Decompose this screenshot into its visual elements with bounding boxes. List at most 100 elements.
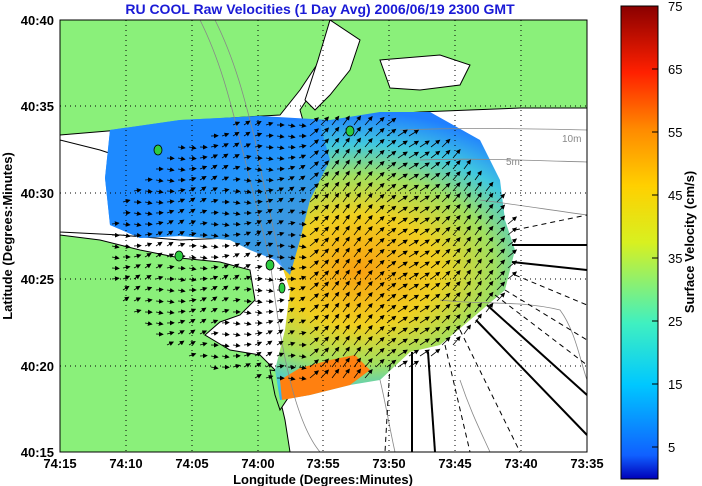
- velocity-arrow: [386, 216, 397, 225]
- velocity-arrow: [287, 364, 296, 370]
- velocity-arrow: [342, 247, 350, 258]
- velocity-arrow: [177, 330, 185, 335]
- velocity-arrow: [122, 285, 130, 291]
- velocity-arrow: [397, 151, 408, 159]
- velocity-arrow: [243, 342, 252, 348]
- velocity-arrow: [397, 217, 408, 225]
- velocity-arrow: [320, 292, 330, 302]
- velocity-arrow: [331, 324, 340, 335]
- velocity-arrow: [287, 266, 296, 271]
- velocity-arrow: [243, 120, 251, 126]
- velocity-arrow: [430, 172, 441, 181]
- velocity-arrow: [133, 274, 141, 280]
- velocity-arrow: [408, 173, 420, 181]
- velocity-arrow: [441, 259, 451, 269]
- colorbar-tick-label: 65: [668, 62, 682, 77]
- velocity-arrow: [441, 270, 451, 280]
- velocity-arrow: [496, 215, 506, 225]
- velocity-arrow: [364, 368, 373, 379]
- velocity-arrow: [331, 368, 340, 379]
- velocity-arrow: [430, 315, 441, 324]
- velocity-arrow: [265, 298, 274, 304]
- velocity-arrow: [485, 192, 494, 203]
- velocity-arrow: [452, 302, 461, 313]
- velocity-arrow: [166, 199, 175, 205]
- velocity-arrow: [441, 138, 451, 148]
- velocity-arrow: [386, 348, 397, 357]
- velocity-arrow: [188, 341, 196, 346]
- velocity-arrow: [265, 144, 274, 150]
- velocity-arrow: [397, 283, 408, 291]
- velocity-arrow: [287, 176, 295, 181]
- velocity-arrow: [408, 162, 420, 170]
- velocity-arrow: [397, 250, 408, 258]
- velocity-arrow: [364, 346, 373, 357]
- velocity-arrow: [199, 318, 207, 324]
- velocity-arrow: [232, 165, 241, 171]
- velocity-arrow: [485, 225, 494, 236]
- colorbar-tick-label: 45: [668, 188, 682, 203]
- velocity-arrow: [199, 255, 208, 260]
- velocity-arrow: [386, 249, 397, 258]
- velocity-arrow: [463, 280, 471, 291]
- x-axis-label: Longitude (Degrees:Minutes): [233, 472, 413, 486]
- velocity-arrow: [342, 324, 350, 335]
- velocity-arrow: [221, 320, 230, 326]
- velocity-arrow: [397, 360, 408, 368]
- velocity-arrow: [375, 149, 385, 159]
- velocity-arrow: [210, 296, 218, 302]
- velocity-arrow: [210, 154, 219, 159]
- x-tick-label: 73:40: [504, 456, 537, 471]
- velocity-arrow: [232, 343, 241, 348]
- velocity-arrow: [485, 236, 494, 247]
- velocity-arrow: [188, 187, 196, 192]
- velocity-arrow: [221, 211, 230, 216]
- velocity-arrow: [276, 340, 284, 346]
- velocity-arrow: [496, 292, 506, 302]
- velocity-arrow: [364, 302, 373, 313]
- velocity-arrow: [386, 227, 397, 236]
- station-marker: [345, 125, 355, 137]
- velocity-arrow: [254, 351, 262, 357]
- velocity-arrow: [254, 331, 263, 336]
- velocity-arrow: [452, 203, 461, 214]
- velocity-arrow: [254, 374, 262, 379]
- velocity-arrow: [353, 126, 362, 137]
- velocity-arrow: [155, 264, 163, 269]
- velocity-arrow: [221, 143, 229, 148]
- velocity-arrow: [408, 349, 420, 357]
- velocity-arrow: [397, 239, 408, 247]
- velocity-arrow: [144, 242, 153, 248]
- velocity-arrow: [408, 195, 420, 203]
- velocity-arrow: [430, 216, 441, 225]
- velocity-arrow: [199, 330, 208, 335]
- velocity-arrow: [133, 243, 142, 249]
- velocity-arrow: [364, 291, 373, 302]
- velocity-arrow: [155, 231, 164, 236]
- velocity-arrow: [419, 184, 430, 192]
- velocity-arrow: [452, 170, 461, 181]
- velocity-arrow: [232, 363, 241, 369]
- velocity-arrow: [276, 176, 285, 182]
- velocity-arrow: [155, 178, 164, 183]
- velocity-arrow: [463, 214, 471, 225]
- velocity-arrow: [309, 282, 320, 291]
- velocity-arrow: [287, 144, 296, 150]
- velocity-arrow: [386, 260, 397, 269]
- velocity-arrow: [309, 315, 320, 324]
- velocity-arrow: [364, 313, 373, 324]
- velocity-arrow: [188, 220, 197, 225]
- velocity-arrow: [342, 115, 350, 126]
- velocity-arrow: [430, 238, 441, 247]
- velocity-arrow: [122, 222, 131, 227]
- velocity-arrow: [397, 294, 408, 302]
- velocity-arrow: [430, 194, 441, 203]
- velocity-arrow: [386, 150, 397, 159]
- velocity-arrow: [375, 215, 385, 225]
- velocity-arrow: [155, 321, 164, 326]
- velocity-arrow: [210, 210, 219, 216]
- velocity-arrow: [298, 144, 307, 149]
- velocity-arrow: [188, 352, 197, 358]
- velocity-arrow: [342, 203, 350, 214]
- velocity-arrow: [265, 188, 274, 193]
